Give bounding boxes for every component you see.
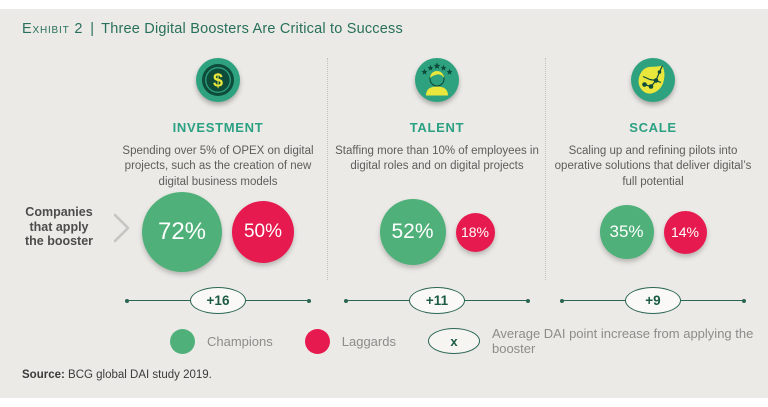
booster-label: SCALE (629, 120, 677, 135)
source-text: BCG global DAI study 2019. (64, 369, 212, 381)
source-note: Source: BCG global DAI study 2019. (22, 369, 212, 381)
dai-increase-row: +16 (113, 286, 323, 314)
booster-values: 52% 18% (332, 194, 542, 270)
booster-values: 72% 50% (113, 192, 323, 272)
starred-person-icon (332, 58, 542, 102)
laggards-circle: 14% (663, 210, 707, 254)
booster-values: 35% 14% (548, 194, 758, 270)
dai-increase-badge: +16 (190, 286, 246, 314)
dai-legend-description: Average DAI point increase from applying… (491, 326, 754, 356)
column-divider (545, 58, 546, 280)
champions-circle: 72% (142, 192, 222, 272)
booster-description: Spending over 5% of OPEX on digital proj… (122, 145, 314, 188)
laggards-circle: 50% (232, 201, 294, 263)
row-label-line: that apply (29, 219, 89, 234)
booster-column-investment: $ INVESTMENT Spending over 5% of OPEX on… (113, 58, 323, 314)
booster-column-scale: SCALE Scaling up and refining pilots int… (548, 58, 758, 314)
companies-row-label: Companies that apply the booster (8, 205, 110, 249)
champions-circle: 35% (599, 205, 654, 259)
row-label-line: the booster (24, 234, 94, 248)
exhibit-number: Exhibit 2 (22, 21, 84, 37)
svg-text:$: $ (213, 71, 223, 91)
booster-column-talent: TALENT Staffing more than 10% of employe… (332, 58, 542, 314)
title-separator: | (90, 21, 95, 37)
circuit-leaf-icon (548, 58, 758, 102)
dai-increase-badge: +11 (409, 286, 465, 314)
chevron-right-icon (113, 213, 130, 243)
booster-description: Staffing more than 10% of employees in d… (335, 145, 539, 173)
exhibit-panel: Exhibit 2 | Three Digital Boosters Are Cri… (0, 9, 768, 398)
dai-increase-row: +9 (548, 286, 758, 314)
row-label-line: Companies (25, 205, 93, 219)
exhibit-title: Exhibit 2 | Three Digital Boosters Are Cri… (22, 21, 403, 37)
laggards-legend-dot (304, 328, 330, 354)
champions-circle: 52% (379, 199, 446, 265)
laggards-circle: 18% (455, 212, 495, 252)
legend: Champions Laggards x Average DAI point i… (170, 326, 768, 356)
column-divider (327, 58, 328, 280)
dai-legend-badge: x (427, 328, 480, 354)
dai-increase-row: +11 (332, 286, 542, 314)
source-label: Source: (22, 369, 65, 381)
champions-legend-label: Champions (207, 333, 273, 349)
dollar-coin-icon: $ (113, 58, 323, 102)
champions-legend-dot (170, 328, 195, 354)
booster-description: Scaling up and refining pilots into oper… (554, 145, 752, 188)
booster-label: INVESTMENT (172, 120, 264, 135)
title-text: Three Digital Boosters Are Critical to S… (101, 21, 403, 37)
dai-increase-badge: +9 (625, 286, 681, 314)
booster-label: TALENT (409, 120, 465, 135)
laggards-legend-label: Laggards (341, 333, 396, 349)
